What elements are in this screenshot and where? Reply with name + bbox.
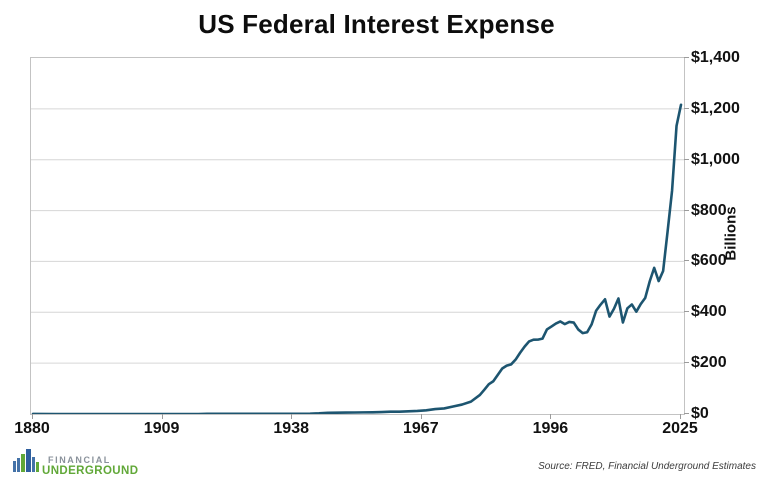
logo-text: FINANCIAL UNDERGROUND [42, 454, 139, 477]
plot-area [30, 57, 685, 415]
x-tick-label: 2025 [662, 420, 698, 437]
y-tick-label: $400 [691, 303, 727, 321]
y-axis-title: Billions [722, 206, 740, 261]
skyline-icon [13, 447, 39, 477]
source-note: Source: FRED, Financial Underground Esti… [538, 461, 756, 472]
x-tick-label: 1967 [403, 420, 439, 437]
y-tick-label: $1,000 [691, 150, 740, 168]
interest-expense-line [31, 103, 683, 414]
y-tick-label: $600 [691, 252, 727, 270]
y-tick-label: $200 [691, 354, 727, 372]
brand-logo: FINANCIAL UNDERGROUND [13, 447, 138, 477]
y-tick-label: $1,200 [691, 99, 740, 117]
y-tick-label: $1,400 [691, 49, 740, 66]
x-tick-label: 1880 [14, 420, 50, 437]
y-tick-label: $0 [691, 405, 709, 422]
logo-financial-label: FINANCIAL [48, 454, 111, 465]
x-tick-label: 1909 [143, 420, 180, 437]
x-tick-label: 1938 [273, 420, 309, 437]
logo-underground-label: UNDERGROUND [42, 464, 139, 477]
line-chart-svg [31, 103, 684, 414]
y-tick-label: $800 [691, 201, 727, 219]
x-tick-label: 1996 [532, 420, 569, 437]
chart-title: US Federal Interest Expense [198, 9, 555, 39]
